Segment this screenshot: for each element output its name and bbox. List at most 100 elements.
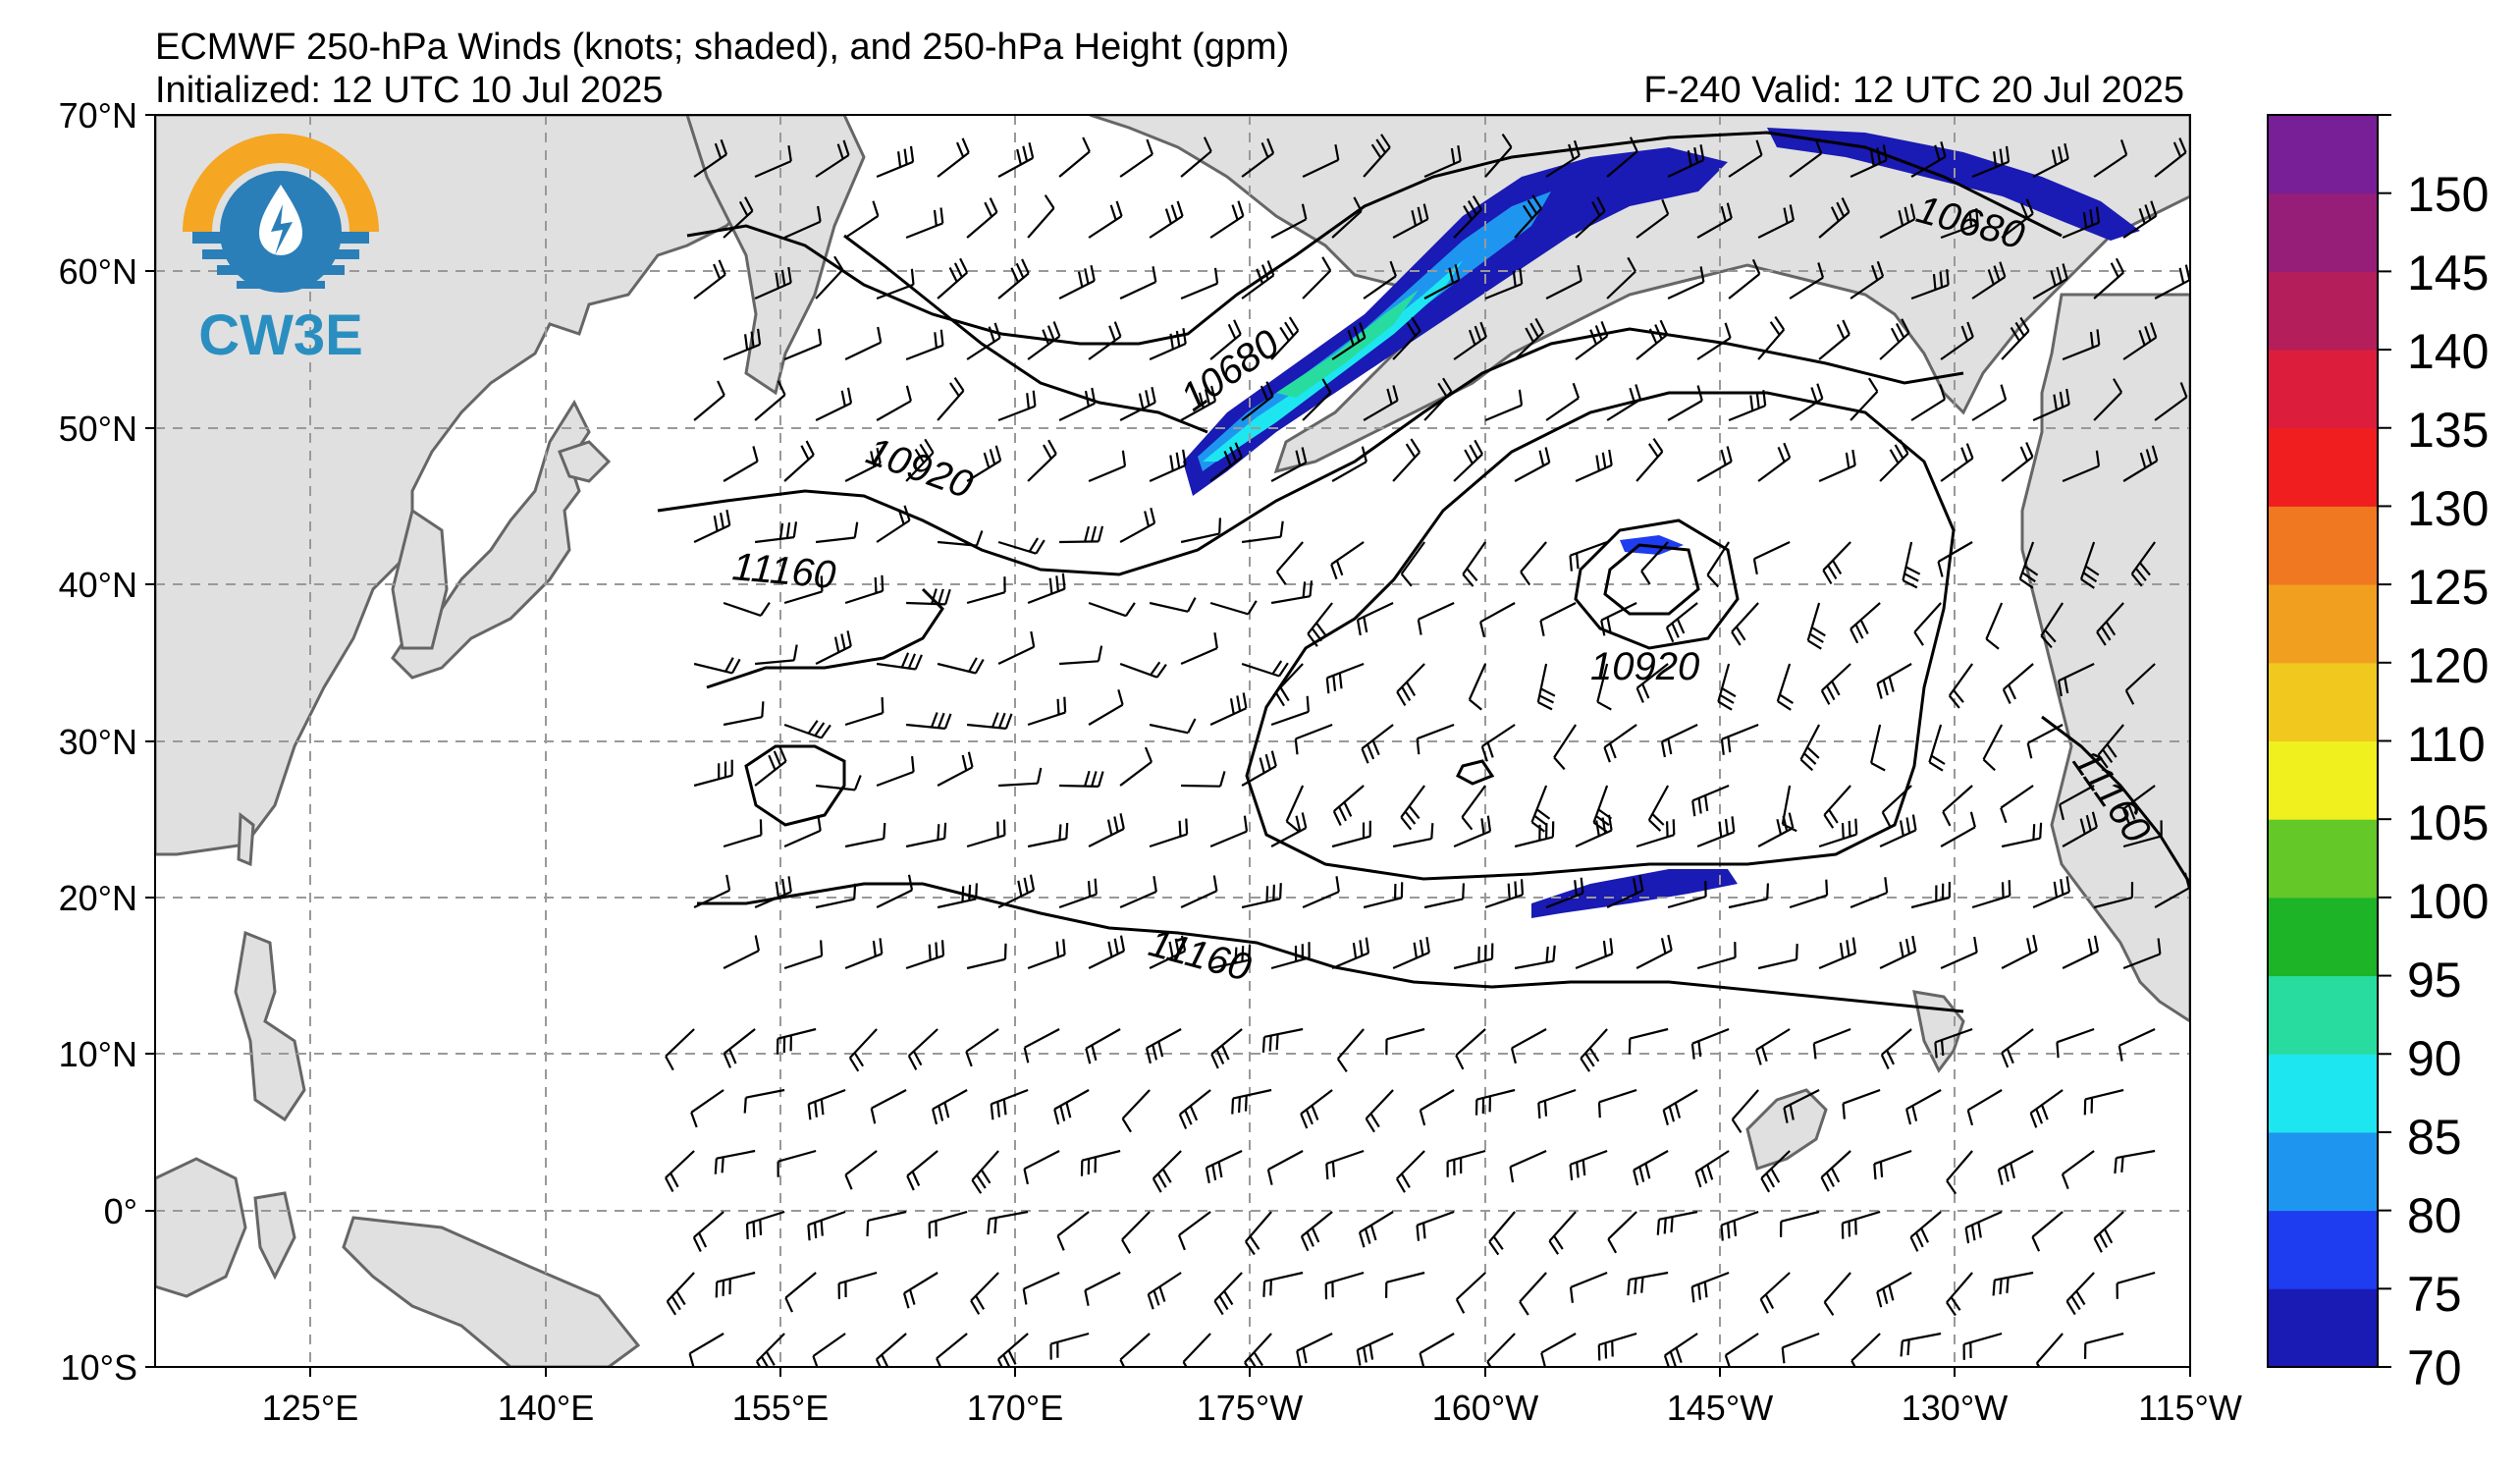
wind-barb-flag xyxy=(2065,876,2070,893)
wind-barb-flag xyxy=(2029,1113,2038,1128)
wind-barb-flag xyxy=(1667,737,1673,755)
wind-barb-flag xyxy=(1275,571,1287,586)
wind-barb-flag xyxy=(1968,210,1973,227)
wind-barb-flag xyxy=(1514,881,1518,898)
wind-barb-flag xyxy=(1553,756,1566,771)
wind-barb-flag xyxy=(1731,630,1742,646)
wind-barb-flag xyxy=(1760,1177,1771,1193)
wind-barb-flag xyxy=(1603,746,1611,763)
wind-barb-flag xyxy=(2080,577,2095,589)
wind-barb-flag xyxy=(1594,325,1603,341)
wind-barb-flag xyxy=(2056,266,2063,283)
wind-barb-flag xyxy=(1462,573,1474,587)
wind-barb-flag xyxy=(1825,879,1829,896)
wind-barb-flag xyxy=(1065,1102,1072,1118)
colorbar-tick: 140 xyxy=(2407,324,2489,379)
wind-barb-flag xyxy=(1553,1234,1564,1250)
wind-barb-flag xyxy=(1803,752,1817,765)
wind-barb-flag xyxy=(1248,1356,1258,1367)
colorbar-tick: 135 xyxy=(2407,403,2489,458)
wind-barb-flag xyxy=(939,329,944,346)
wind-barb-flag xyxy=(1717,700,1733,711)
wind-barb-flag xyxy=(2005,145,2011,162)
colorbar-bin xyxy=(2268,1288,2378,1368)
wind-barb-flag xyxy=(940,940,945,956)
wind-barb xyxy=(1607,1211,1637,1240)
wind-barb xyxy=(965,1028,999,1053)
wind-barb-flag xyxy=(1920,1228,1929,1243)
wind-barb-flag xyxy=(1706,573,1720,588)
wind-barb-flag xyxy=(1727,736,1732,753)
wind-barb-flag xyxy=(785,521,791,539)
wind-barb-flag xyxy=(817,328,823,345)
wind-barb-flag xyxy=(1455,1055,1465,1070)
wind-barb-flag xyxy=(1607,814,1613,831)
wind-barb-flag xyxy=(1545,946,1549,963)
wind-barb-flag xyxy=(1946,1301,1957,1317)
wind-barb xyxy=(844,341,882,360)
wind-barb-flag xyxy=(2006,1048,2014,1064)
wind-barb-flag xyxy=(991,712,999,728)
wind-barb-flag xyxy=(713,516,719,532)
wind-barb-flag xyxy=(1940,141,1947,157)
wind-barb-flag xyxy=(1301,812,1308,829)
wind-barb-flag xyxy=(1627,256,1636,272)
wind-barb xyxy=(1630,1027,1669,1040)
wind-barb-flag xyxy=(2001,882,2005,899)
wind-barb-flag xyxy=(1406,321,1417,337)
wind-barb-flag xyxy=(2001,1052,2010,1068)
wind-barb-flag xyxy=(1576,553,1580,570)
wind-barb-flag xyxy=(1151,386,1156,404)
wind-barb-flag xyxy=(1596,700,1612,711)
wind-barb-flag xyxy=(2014,321,2025,337)
wind-barb-flag xyxy=(2184,264,2190,281)
wind-barb xyxy=(754,160,792,179)
wind-barb-flag xyxy=(2124,689,2135,705)
wind-barb-flag xyxy=(936,1357,942,1367)
colorbar-bin xyxy=(2268,662,2378,741)
wind-barb-flag xyxy=(1826,684,1836,701)
wind-barb-flag xyxy=(1359,322,1367,339)
wind-barb-flag xyxy=(872,200,880,217)
wind-barb-flag xyxy=(1845,452,1850,468)
wind-barb-flag xyxy=(909,145,915,162)
wind-barb xyxy=(1982,724,2004,760)
wind-barb-flag xyxy=(1469,698,1482,711)
wind-barb-flag xyxy=(1106,819,1113,836)
wind-barb-flag xyxy=(1152,1044,1158,1061)
wind-barb-flag xyxy=(2089,331,2094,349)
wind-barb-flag xyxy=(1266,137,1275,154)
wind-barb-flag xyxy=(690,1112,698,1128)
wind-barb-flag xyxy=(1544,447,1551,464)
wind-barb-flag xyxy=(1720,205,1727,222)
wind-barb xyxy=(1519,1272,1547,1303)
wind-barb xyxy=(2117,1271,2156,1284)
wind-barb-flag xyxy=(897,509,905,525)
wind-barb xyxy=(1640,541,1669,573)
wind-barb xyxy=(876,770,914,788)
wind-barb-flag xyxy=(1850,1360,1856,1367)
wind-barb-flag xyxy=(2082,211,2088,229)
wind-barb-flag xyxy=(820,575,824,592)
wind-barb-flag xyxy=(1396,691,1407,706)
wind-barb xyxy=(2027,724,2064,744)
wind-barb-flag xyxy=(1894,444,1904,460)
wind-barb-flag xyxy=(757,328,762,345)
wind-barb-flag xyxy=(953,262,963,278)
wind-barb-flag xyxy=(907,874,914,891)
wind-barb-flag xyxy=(807,720,819,735)
wind-barb-flag xyxy=(1077,271,1084,288)
wind-barb-flag xyxy=(1836,323,1846,340)
wind-barb xyxy=(844,838,885,848)
wind-barb-flag xyxy=(2178,137,2187,153)
colorbar-tick: 150 xyxy=(2407,167,2489,222)
wind-barb xyxy=(1910,398,1946,421)
wind-barb-flag xyxy=(1358,1231,1366,1248)
wind-barb-flag xyxy=(1899,439,1909,455)
wind-barb xyxy=(1667,896,1706,909)
wind-barb xyxy=(689,1333,724,1355)
wind-barb-flag xyxy=(983,452,991,468)
wind-barb-flag xyxy=(1903,573,1919,582)
wind-barb-flag xyxy=(1749,395,1754,411)
wind-barb-flag xyxy=(1284,321,1295,337)
